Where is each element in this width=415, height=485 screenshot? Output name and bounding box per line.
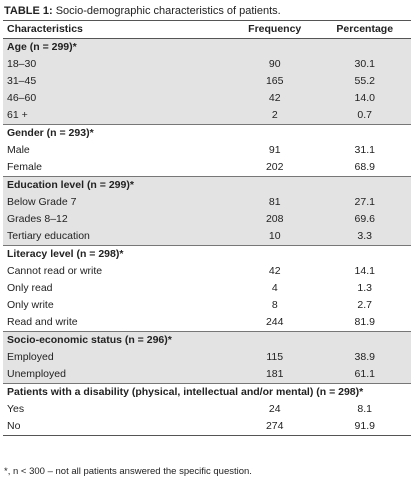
row-label: 18–30: [3, 56, 231, 73]
data-row: Tertiary education 10 3.3: [3, 228, 411, 246]
cell-value: 81.9: [354, 316, 375, 328]
column-header: Frequency: [231, 20, 319, 39]
column-header: Characteristics: [3, 20, 231, 39]
cell-value: 3.3: [318, 228, 411, 246]
cell-value: 202: [265, 161, 284, 173]
row-label: 61 +: [3, 107, 231, 125]
cell-value: 90: [231, 56, 319, 73]
group-title: Patients with a disability (physical, in…: [3, 383, 411, 401]
cell-value: 244: [265, 316, 284, 328]
data-row: Only write 8 2.7: [3, 297, 411, 314]
data-row: Yes 24 8.1: [3, 401, 411, 418]
cell-value: 181: [231, 366, 319, 384]
cell-value: 2.7: [357, 299, 373, 311]
data-table: Characteristics Frequency Percentage Age…: [3, 20, 411, 436]
cell-value: 0.7: [318, 107, 411, 125]
cell-value: 4: [271, 282, 278, 294]
cell-value: 55.2: [318, 73, 411, 90]
cell-value: 2: [231, 107, 319, 125]
cell-value: 10: [231, 228, 319, 246]
group-title: Education level (n = 299)*: [3, 176, 411, 194]
cell-value: 42: [231, 90, 319, 107]
cell-value: 165: [231, 73, 319, 90]
row-label: 31–45: [3, 73, 231, 90]
data-row: Employed 115 38.9: [3, 349, 411, 366]
data-row: Only read 4 1.3: [3, 280, 411, 297]
group-title: Gender (n = 293)*: [3, 124, 411, 142]
cell-value: 1.3: [357, 282, 373, 294]
row-label: Below Grade 7: [3, 194, 231, 211]
column-header: Percentage: [318, 20, 411, 39]
caption-text: Socio-demographic characteristics of pat…: [55, 5, 281, 17]
cell-value: 81: [231, 194, 319, 211]
row-label: Grades 8–12: [3, 211, 231, 228]
cell-value: 27.1: [318, 194, 411, 211]
row-label: Only read: [7, 282, 53, 294]
cell-value: 42: [268, 265, 281, 277]
cell-value: 38.9: [318, 349, 411, 366]
cell-value: 8.1: [357, 403, 373, 415]
row-label: Read and write: [7, 316, 78, 328]
cell-value: 68.9: [354, 161, 375, 173]
group-row: Gender (n = 293)*: [3, 124, 411, 142]
cell-value: 30.1: [318, 56, 411, 73]
cell-value: 61.1: [318, 366, 411, 384]
cell-value: 91: [268, 144, 281, 156]
header-row: Characteristics Frequency Percentage: [3, 20, 411, 39]
data-row: Below Grade 7 81 27.1: [3, 194, 411, 211]
data-row: 61 +2 0.7: [3, 107, 411, 125]
group-row: Literacy level (n = 298)*: [3, 245, 411, 263]
table-caption: TABLE 1: Socio-demographic characteristic…: [4, 5, 281, 17]
data-row: 18–30 90 30.1: [3, 56, 411, 73]
footnote: *, n < 300 – not all patients answered t…: [4, 466, 252, 477]
data-row: Unemployed 181 61.1: [3, 366, 411, 384]
data-row: 31–45 165 55.2: [3, 73, 411, 90]
cell-value: 8: [271, 299, 278, 311]
cell-value: 31.1: [354, 144, 375, 156]
row-label: Unemployed: [3, 366, 231, 384]
group-title: Literacy level (n = 298)*: [3, 245, 411, 263]
cell-value: 24: [268, 403, 281, 415]
cell-value: 91.9: [318, 418, 411, 436]
row-label: No: [3, 418, 231, 436]
data-row: Female 202 68.9: [3, 159, 411, 177]
data-row: Male 91 31.1: [3, 142, 411, 159]
cell-value: 14.0: [318, 90, 411, 107]
cell-value: 69.6: [318, 211, 411, 228]
row-label: Tertiary education: [3, 228, 231, 246]
caption-label: TABLE 1:: [4, 5, 53, 17]
row-label: 46–60: [3, 90, 231, 107]
group-row: Socio-economic status (n = 296)*: [3, 331, 411, 349]
cell-value: 208: [231, 211, 319, 228]
data-row: Read and write 244 81.9: [3, 314, 411, 332]
table-body: Age (n = 299)* 18–30 90 30.1 31–45 165 55.2 46–…: [3, 38, 411, 436]
row-label: Male: [7, 144, 30, 156]
group-title: Socio-economic status (n = 296)*: [3, 331, 411, 349]
data-row: 46–60 42 14.0: [3, 90, 411, 107]
row-label: Female: [7, 161, 43, 173]
cell-value: 115: [231, 349, 319, 366]
data-row: No 274 91.9: [3, 418, 411, 436]
group-row: Education level (n = 299)*: [3, 176, 411, 194]
cell-value: 14.1: [354, 265, 375, 277]
group-title: Age (n = 299)*: [3, 38, 411, 56]
row-label: Employed: [3, 349, 231, 366]
group-row: Patients with a disability (physical, in…: [3, 383, 411, 401]
row-label: Only write: [7, 299, 54, 311]
group-row: Age (n = 299)*: [3, 38, 411, 56]
cell-value: 274: [231, 418, 319, 436]
data-row: Grades 8–12 208 69.6: [3, 211, 411, 228]
data-row: Cannot read or write 42 14.1: [3, 263, 411, 280]
row-label: Cannot read or write: [7, 265, 103, 277]
row-label: Yes: [7, 403, 25, 415]
